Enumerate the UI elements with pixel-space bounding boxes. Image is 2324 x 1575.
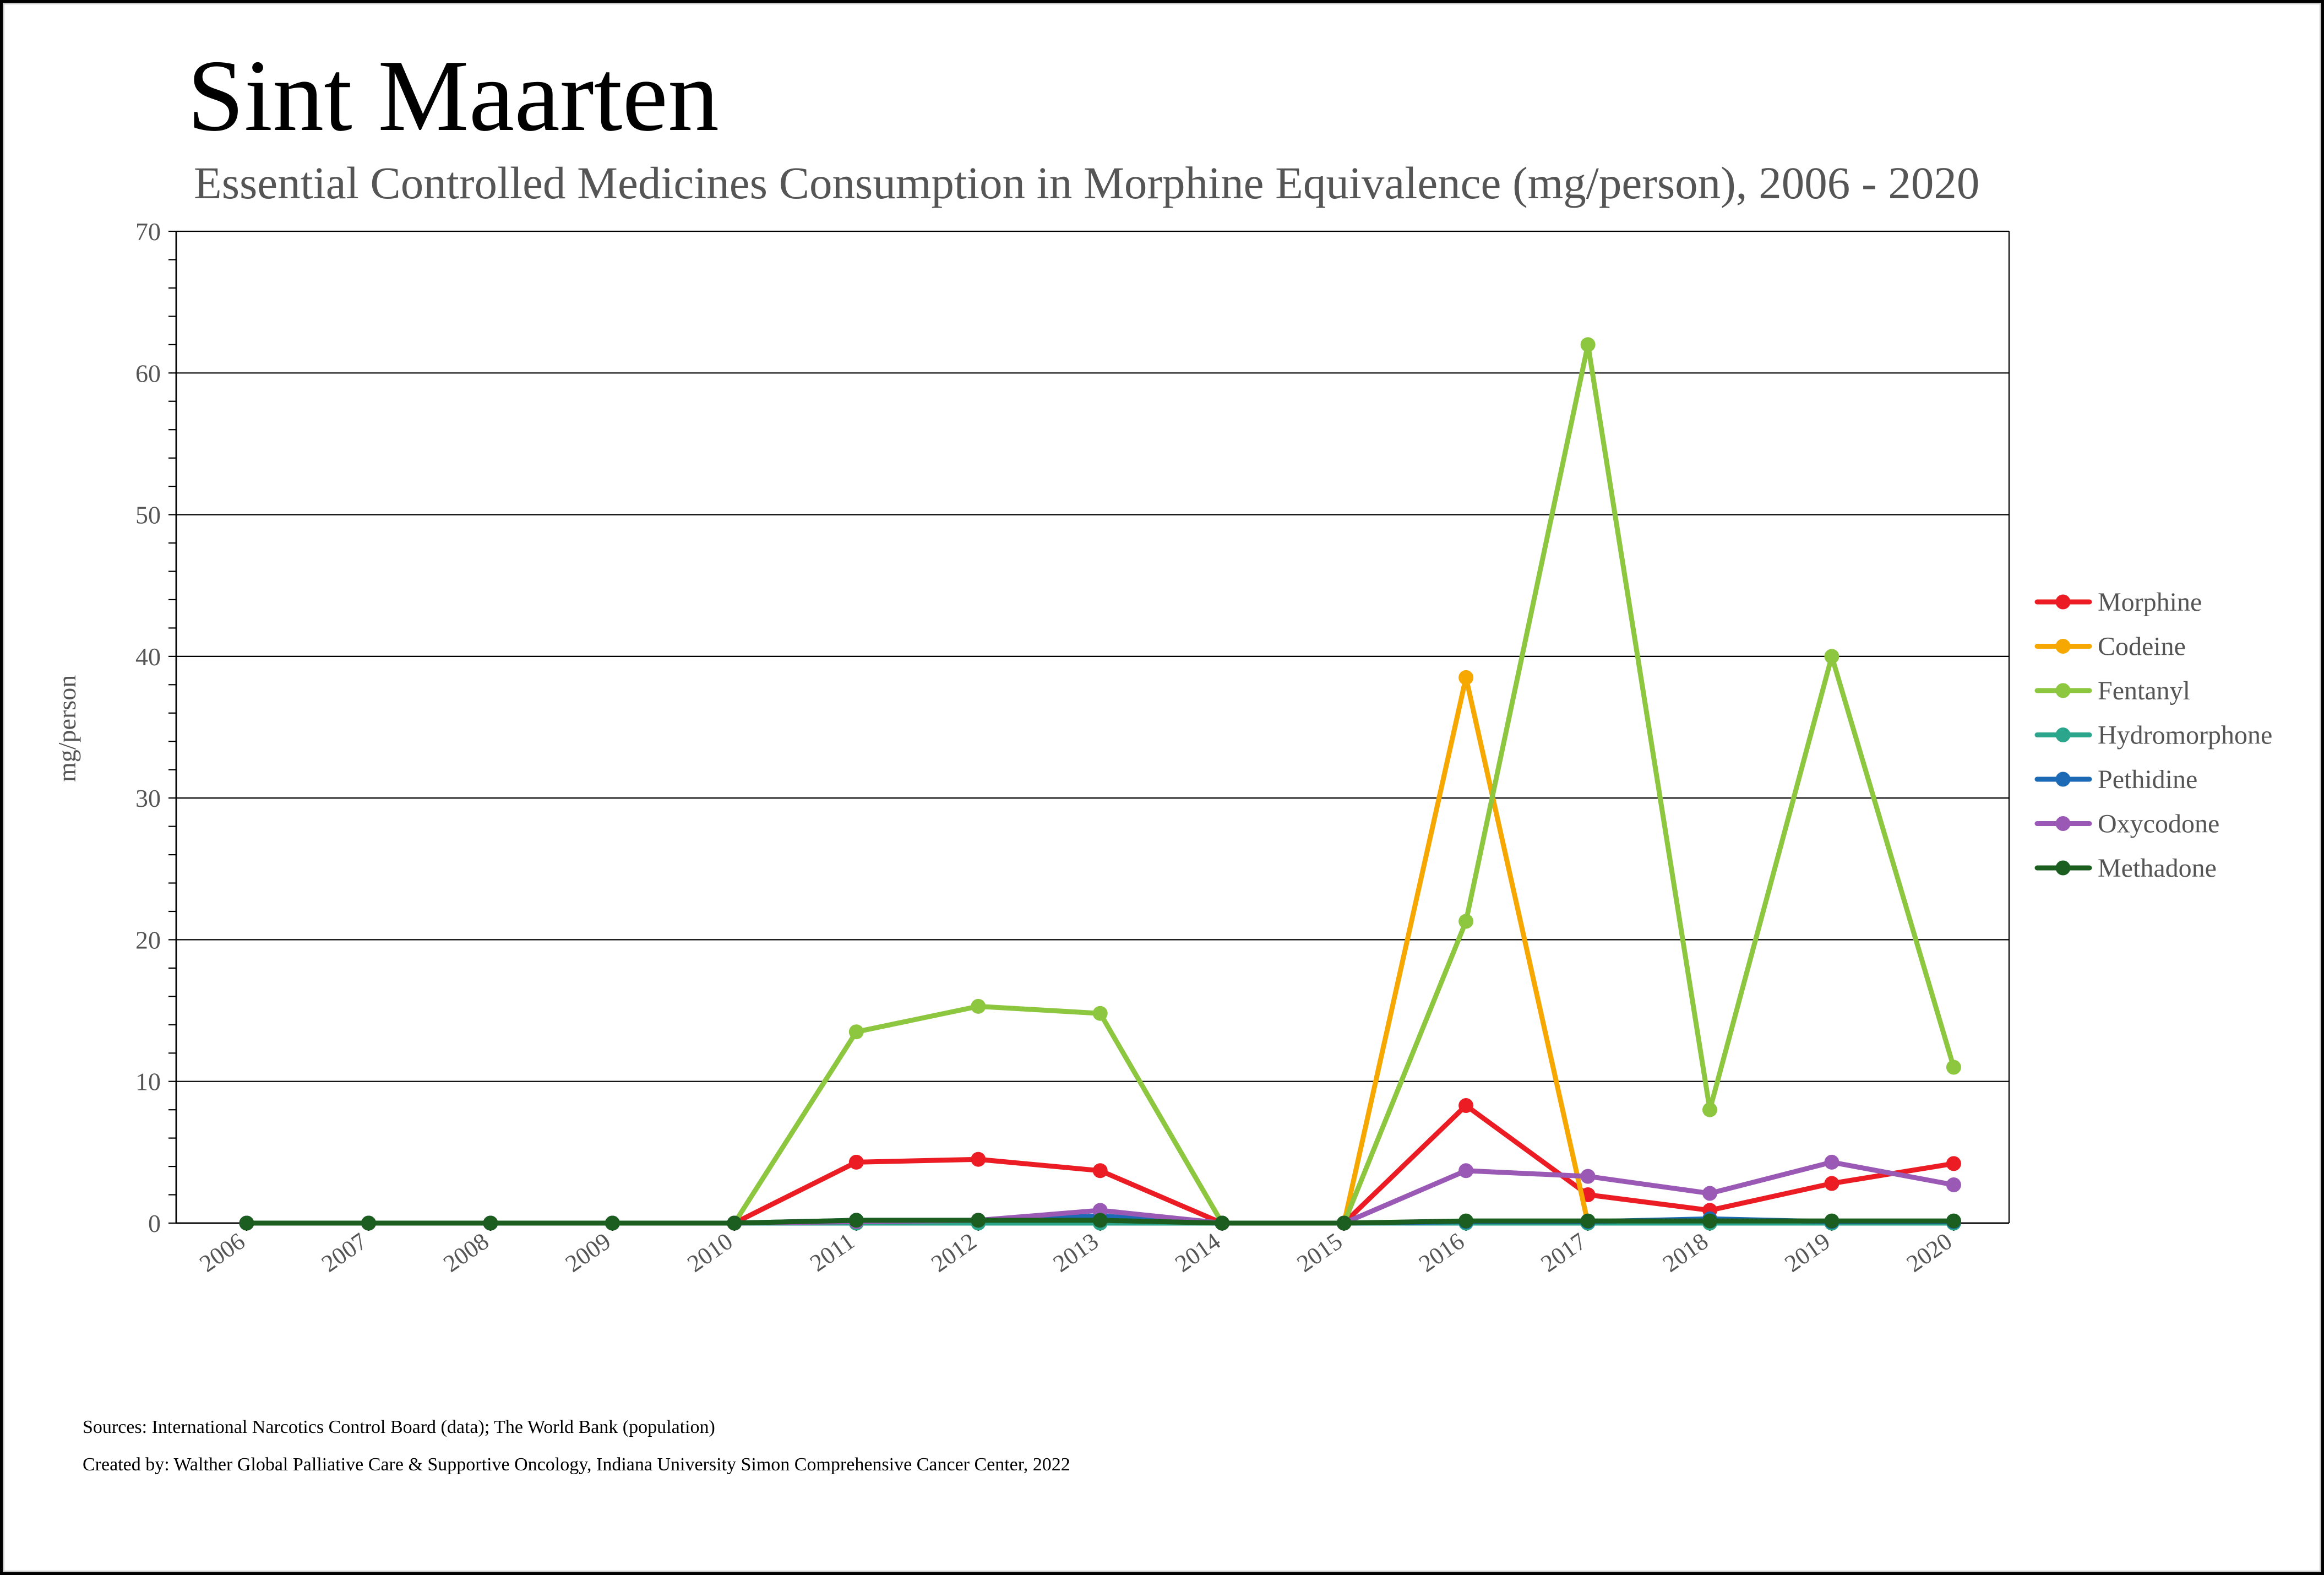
svg-text:Methadone: Methadone bbox=[2098, 854, 2217, 883]
svg-text:2020: 2020 bbox=[1902, 1228, 1957, 1278]
svg-text:60: 60 bbox=[135, 359, 161, 387]
svg-text:20: 20 bbox=[135, 926, 161, 954]
svg-text:2018: 2018 bbox=[1658, 1228, 1713, 1278]
svg-text:2019: 2019 bbox=[1780, 1228, 1835, 1278]
svg-text:2013: 2013 bbox=[1048, 1228, 1103, 1278]
svg-text:2009: 2009 bbox=[560, 1228, 616, 1278]
svg-text:2012: 2012 bbox=[926, 1228, 981, 1278]
svg-text:50: 50 bbox=[135, 501, 161, 529]
svg-text:Codeine: Codeine bbox=[2098, 632, 2186, 661]
svg-text:10: 10 bbox=[135, 1068, 161, 1096]
svg-text:2015: 2015 bbox=[1292, 1228, 1347, 1278]
svg-text:Oxycodone: Oxycodone bbox=[2098, 810, 2219, 839]
svg-text:2008: 2008 bbox=[438, 1228, 493, 1278]
svg-text:2011: 2011 bbox=[805, 1228, 859, 1277]
svg-text:Hydromorphone: Hydromorphone bbox=[2098, 721, 2272, 750]
svg-text:2014: 2014 bbox=[1170, 1228, 1225, 1278]
svg-text:2010: 2010 bbox=[682, 1228, 737, 1278]
svg-text:0: 0 bbox=[148, 1209, 161, 1237]
svg-text:40: 40 bbox=[135, 643, 161, 671]
svg-text:Morphine: Morphine bbox=[2098, 588, 2202, 617]
svg-text:70: 70 bbox=[135, 218, 161, 246]
svg-text:Pethidine: Pethidine bbox=[2098, 765, 2197, 794]
svg-text:2017: 2017 bbox=[1536, 1228, 1591, 1278]
svg-text:Fentanyl: Fentanyl bbox=[2098, 676, 2190, 705]
svg-text:2016: 2016 bbox=[1414, 1228, 1469, 1278]
svg-text:2007: 2007 bbox=[317, 1228, 372, 1278]
svg-text:2006: 2006 bbox=[195, 1228, 250, 1278]
svg-text:30: 30 bbox=[135, 784, 161, 812]
